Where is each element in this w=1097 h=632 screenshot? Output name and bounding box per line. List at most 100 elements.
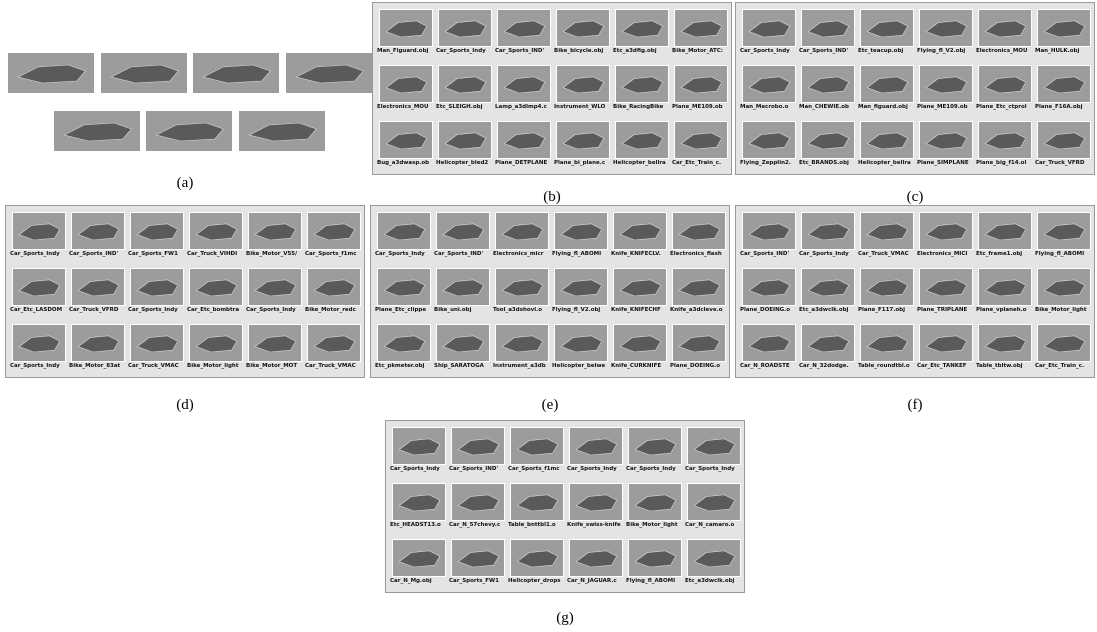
result-item: Table_bnttbl1.o	[508, 481, 564, 533]
thumbnail	[687, 539, 741, 577]
item-label: Car_N_Mg.obj	[390, 578, 446, 584]
result-item: Car_Sports_Indy	[436, 7, 492, 59]
model-shape	[498, 66, 550, 102]
thumbnail	[613, 268, 667, 306]
item-label: Man_Mecrobo.o	[740, 104, 796, 110]
model-shape	[920, 325, 972, 361]
item-label: Car_Sports_IND'	[449, 466, 505, 472]
thumbnail	[451, 427, 505, 465]
result-item: Car_N_ROADSTE	[740, 322, 796, 374]
thumbnail	[919, 268, 973, 306]
result-item: Plane_Etc_clippe	[375, 266, 431, 318]
thumbnail	[801, 65, 855, 103]
thumbnail	[436, 324, 490, 362]
item-label: Plane_DETPLANE	[495, 160, 551, 166]
thumbnail	[742, 121, 796, 159]
caption: (e)	[542, 397, 559, 414]
caption: (b)	[543, 189, 561, 206]
model-shape	[555, 269, 607, 305]
result-item: Bike_Motor_redc	[305, 266, 361, 318]
item-label: Car_Sports_Indy	[567, 466, 623, 472]
model-shape	[131, 213, 183, 249]
result-item: Car_Etc_bombtra	[187, 266, 243, 318]
item-label: Plane_F117.obj	[858, 307, 914, 313]
model-shape	[673, 269, 725, 305]
item-label: Car_Sports_IND'	[69, 251, 125, 257]
item-label: Ship_SARATOGA	[434, 363, 490, 369]
result-item: Car_Sports_Indy	[567, 425, 623, 477]
model-shape	[1038, 10, 1090, 46]
item-label: Car_Sports_f1mc	[508, 466, 564, 472]
model-shape	[511, 540, 563, 576]
model-shape	[555, 213, 607, 249]
thumbnail	[742, 9, 796, 47]
item-label: Car_Sports_Indy	[740, 48, 796, 54]
thumbnail	[860, 324, 914, 362]
model-shape	[861, 213, 913, 249]
thumbnail	[495, 268, 549, 306]
result-item: Electronics_MICI	[917, 210, 973, 262]
result-item: Instrument_a3db	[493, 322, 549, 374]
item-label: Car_N_ROADSTE	[740, 363, 796, 369]
thumbnail	[377, 268, 431, 306]
item-label: Car_Sports_IND'	[434, 251, 490, 257]
result-item: Bug_a3dwasp.ob	[377, 119, 433, 171]
item-label: Car_N_JAGUAR.c	[567, 578, 623, 584]
item-label: Car_Sports_FW1	[449, 578, 505, 584]
model-shape	[496, 269, 548, 305]
item-label: Etc_a3dwclk.obj	[799, 307, 855, 313]
item-label: Lamp_a3dlmp4.c	[495, 104, 551, 110]
model-shape	[286, 53, 372, 93]
thumbnail	[248, 268, 302, 306]
thumbnail	[801, 268, 855, 306]
item-label: Flying_fl_ABOMI	[552, 251, 608, 257]
item-label: Bug_a3dwasp.ob	[377, 160, 433, 166]
item-label: Bike_bicycle.obj	[554, 48, 610, 54]
result-item: Car_Sports_Indy	[390, 425, 446, 477]
model-shape	[496, 325, 548, 361]
thumbnail	[556, 121, 610, 159]
result-item: Car_Sports_Indy	[10, 322, 66, 374]
item-label: Knife_CURKNIFE	[611, 363, 667, 369]
caption: (d)	[176, 397, 194, 414]
thumbnail	[672, 212, 726, 250]
model-shape	[979, 213, 1031, 249]
result-item: Bike_Motor_ATC:	[672, 7, 728, 59]
thumbnail	[801, 212, 855, 250]
item-label: Flying_fl_V2.obj	[917, 48, 973, 54]
item-label: Car_Truck_VMAC	[128, 363, 184, 369]
thumbnail	[1037, 212, 1091, 250]
thumbnail	[674, 121, 728, 159]
result-item: Bike_Motor_MOT	[246, 322, 302, 374]
item-label: Car_Sports_Indy	[390, 466, 446, 472]
thumbnail	[7, 52, 95, 94]
thumbnail	[919, 324, 973, 362]
result-item: Flying_Zepplin2.	[740, 119, 796, 171]
thumbnail	[1037, 65, 1091, 103]
item-label: Car_N_32dodge.	[799, 363, 855, 369]
result-item: Bike_Motor_83at	[69, 322, 125, 374]
result-item: Knife_a3dcleve.o	[670, 266, 726, 318]
model-shape	[920, 213, 972, 249]
result-item: Ship_SARATOGA	[434, 322, 490, 374]
item-label: Electronics_MICI	[917, 251, 973, 257]
thumbnail	[71, 268, 125, 306]
thumbnail	[1037, 9, 1091, 47]
result-item: Table_roundtbl.o	[858, 322, 914, 374]
result-item: Car_Sports_IND'	[69, 210, 125, 262]
thumbnail	[438, 121, 492, 159]
item-label: Table_tbltw.obj	[976, 363, 1032, 369]
item-label: Etc_BRANDS.obj	[799, 160, 855, 166]
item-label: Car_Sports_Indy	[685, 466, 741, 472]
model-shape	[101, 53, 187, 93]
item-label: Bike_Motor_light	[1035, 307, 1091, 313]
item-label: Etc_pkmeter.obj	[375, 363, 431, 369]
model-shape	[1038, 269, 1090, 305]
item-label: Instrument_WLO	[554, 104, 610, 110]
thumbnail	[53, 110, 141, 152]
result-item: Etc_SLEIGH.obj	[436, 63, 492, 115]
thumbnail	[438, 65, 492, 103]
model-shape	[249, 213, 301, 249]
